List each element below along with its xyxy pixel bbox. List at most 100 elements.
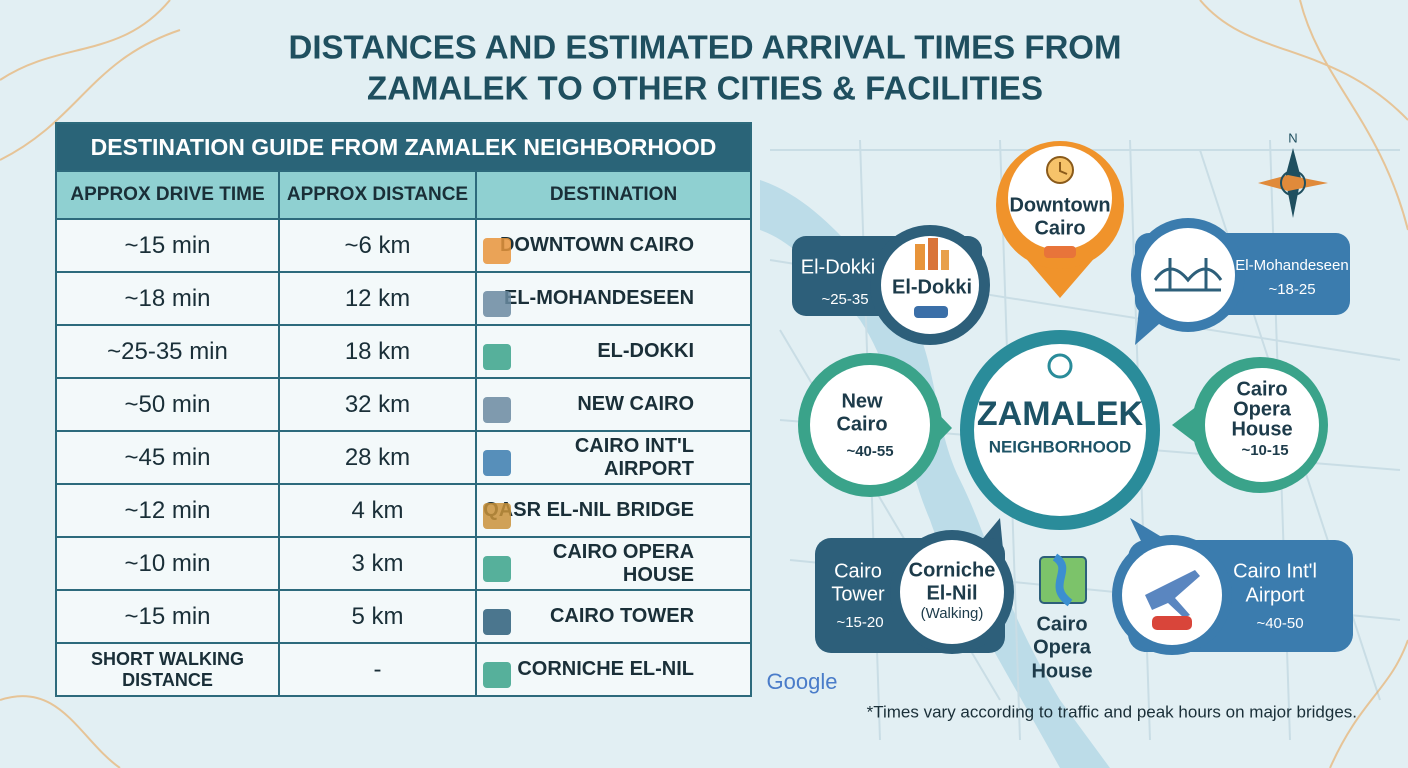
table-cell: CAIRO INT'L AIRPORT [474, 430, 753, 485]
center-subtitle: NEIGHBORHOOD [989, 437, 1132, 456]
bubble-label: Downtown [1009, 194, 1110, 216]
decor-circle [974, 344, 1146, 516]
compass-label: N [1288, 130, 1297, 145]
destination-icon [483, 662, 511, 688]
destination-icon [483, 344, 511, 370]
table-cell: DOWNTOWN CAIRO [474, 218, 753, 273]
table-cell: CORNICHE EL-NIL [474, 642, 753, 697]
title-line: ZAMALEK TO OTHER CITIES & FACILITIES [367, 70, 1043, 107]
airport-bubble: Cairo Int'l Airport ~40-50 [1112, 518, 1353, 655]
icon-shape [483, 291, 511, 317]
icon-shape [483, 609, 511, 635]
table-row: ~50 min 32 km NEW CAIRO [55, 377, 753, 432]
table-title-row: DESTINATION GUIDE FROM ZAMALEK NEIGHBORH… [54, 122, 753, 172]
table-cell: QASR EL-NIL BRIDGE [474, 483, 753, 538]
dokki-bubble: El-Dokki ~25-35 El-Dokki [792, 225, 990, 345]
table-body: DESTINATION GUIDE FROM ZAMALEK NEIGHBORH… [54, 122, 753, 697]
table-cell: CAIRO TOWER [474, 589, 753, 644]
decor-path [1059, 162, 1068, 175]
table-cell: ~6 km [278, 218, 477, 273]
bubble-label: Cairo [836, 413, 887, 435]
downtown-bubble: Downtown Cairo [996, 141, 1124, 298]
bubble-time: ~40-50 [1256, 615, 1303, 632]
destination-icon [483, 450, 511, 476]
bubble-inner-label: El-Nil [926, 582, 977, 604]
destination-icon [483, 397, 511, 423]
decor-rect [1044, 246, 1076, 258]
bubble-label: Cairo [1034, 217, 1085, 239]
decor-rect [914, 306, 948, 318]
title-line: DISTANCES AND ESTIMATED ARRIVAL TIMES FR… [289, 29, 1122, 66]
decor-rect [928, 238, 938, 270]
table-cell: 18 km [278, 324, 477, 379]
destination-icon [483, 609, 511, 635]
table-row: ~25-35 min 18 km EL-DOKKI [55, 324, 753, 379]
table-row: ~15 min ~6 km DOWNTOWN CAIRO [55, 218, 753, 273]
decor-circle [810, 365, 930, 485]
bubble-time: ~18-25 [1268, 281, 1315, 298]
zamalek-center: ZAMALEK NEIGHBORHOOD [960, 330, 1160, 530]
decor-rect [941, 250, 949, 270]
center-title: ZAMALEK [977, 395, 1144, 433]
destination-icon [483, 556, 511, 582]
table-cell: ~25-35 min [55, 324, 280, 379]
decor-path [1145, 570, 1200, 618]
column-header: DESTINATION [474, 170, 753, 220]
table-row: ~18 min 12 km EL-MOHANDESEEN [55, 271, 753, 326]
bubble-label: Cairo [834, 560, 882, 582]
table-cell: ~10 min [55, 536, 280, 591]
table-row: ~45 min 28 km CAIRO INT'L AIRPORT [55, 430, 753, 485]
bubble-label: House [1231, 418, 1292, 440]
table-cell: ~15 min [55, 589, 280, 644]
bubble-time: ~10-15 [1241, 442, 1288, 459]
table-row: ~15 min 5 km CAIRO TOWER [55, 589, 753, 644]
mohandeseen-bubble: El-Mohandeseen ~18-25 [1131, 218, 1350, 345]
table-cell: CAIRO OPERA HOUSE [474, 536, 753, 591]
table-cell: 12 km [278, 271, 477, 326]
bubble-label: Airport [1246, 584, 1305, 606]
table-cell: 3 km [278, 536, 477, 591]
icon-shape [483, 503, 511, 529]
bubble-label: El-Mohandeseen [1235, 257, 1348, 274]
table-cell: ~50 min [55, 377, 280, 432]
table-title: DESTINATION GUIDE FROM ZAMALEK NEIGHBORH… [54, 122, 753, 172]
map-label: Cairo [1036, 613, 1087, 635]
new-cairo-bubble: New Cairo ~40-55 [798, 353, 952, 497]
bubble-time: ~25-35 [821, 291, 868, 308]
bubble-inner-label: El-Dokki [892, 276, 972, 298]
map-label: House [1031, 660, 1092, 682]
table-cell: 4 km [278, 483, 477, 538]
bubble-label: New [841, 390, 883, 412]
table-row: ~12 min 4 km QASR EL-NIL BRIDGE [55, 483, 753, 538]
destination-icon [483, 291, 511, 317]
decor-circle [1141, 228, 1235, 322]
bubble-time: ~15-20 [836, 614, 883, 631]
decor-circle [1205, 368, 1319, 482]
google-logo: Google [767, 669, 838, 694]
table-cell: 28 km [278, 430, 477, 485]
icon-shape [483, 662, 511, 688]
bubble-label: Tower [831, 583, 885, 605]
decor-circle [1280, 170, 1306, 196]
icon-shape [483, 238, 511, 264]
table-cell: - [278, 642, 477, 697]
table-cell: NEW CAIRO [474, 377, 753, 432]
table-cell: ~12 min [55, 483, 280, 538]
decor-path [1258, 175, 1328, 191]
table-cell: ~15 min [55, 218, 280, 273]
table-cell: ~18 min [55, 271, 280, 326]
decor-path [1153, 258, 1223, 292]
opera-label: Cairo Opera House [1031, 553, 1093, 682]
table-cell: SHORT WALKING DISTANCE [55, 642, 280, 697]
decor-circle [900, 540, 1004, 644]
table-cell: 5 km [278, 589, 477, 644]
header-row: APPROX DRIVE TIME APPROX DISTANCE DESTINAT… [55, 170, 753, 220]
icon-shape [483, 556, 511, 582]
icon-shape [483, 397, 511, 423]
bubble-label: Cairo [1236, 378, 1287, 400]
column-header: APPROX DRIVE TIME [55, 170, 280, 220]
icon-shape [483, 450, 511, 476]
decor-rect [915, 244, 925, 270]
